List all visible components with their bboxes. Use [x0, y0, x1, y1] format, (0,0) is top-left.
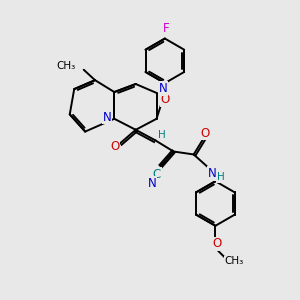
Text: N: N: [147, 177, 156, 190]
Text: N: N: [208, 167, 217, 180]
Text: N: N: [159, 82, 167, 95]
Text: O: O: [212, 237, 221, 250]
Text: N: N: [103, 111, 111, 124]
Text: CH₃: CH₃: [56, 61, 75, 71]
Text: O: O: [110, 140, 120, 153]
Text: F: F: [163, 22, 170, 34]
Text: O: O: [160, 93, 170, 106]
Text: CH₃: CH₃: [224, 256, 243, 266]
Text: O: O: [200, 127, 209, 140]
Text: H: H: [217, 172, 224, 182]
Text: H: H: [158, 130, 166, 140]
Text: C: C: [153, 168, 161, 181]
